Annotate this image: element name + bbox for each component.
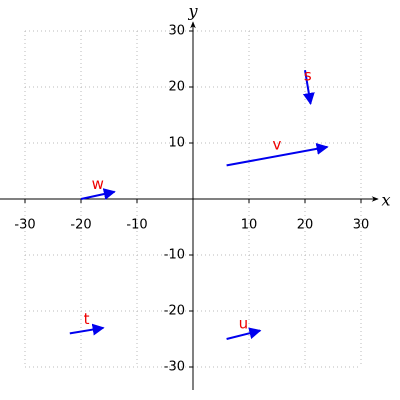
y-tick-label: -10 bbox=[164, 248, 185, 263]
vector-label: u bbox=[239, 314, 249, 332]
y-tick-label: -30 bbox=[164, 360, 185, 375]
y-tick-label: 30 bbox=[168, 24, 185, 39]
y-axis-label: y bbox=[187, 2, 198, 21]
vector-label: s bbox=[304, 67, 312, 85]
vector-arrow bbox=[80, 188, 116, 200]
y-tick-label: 20 bbox=[168, 80, 185, 95]
x-tick-label: -30 bbox=[14, 218, 35, 233]
x-tick-label: -20 bbox=[70, 218, 91, 233]
vector-arrow bbox=[302, 70, 315, 105]
vector-label: t bbox=[84, 310, 90, 328]
x-tick-label: -10 bbox=[126, 218, 147, 233]
vector-arrow bbox=[69, 323, 105, 336]
vector-label: v bbox=[273, 136, 282, 154]
x-tick-label: 20 bbox=[297, 218, 314, 233]
x-tick-label: 10 bbox=[241, 218, 258, 233]
y-tick-label: -20 bbox=[164, 304, 185, 319]
y-tick-label: 10 bbox=[168, 136, 185, 151]
x-axis-label: x bbox=[381, 191, 390, 210]
vector-arrow bbox=[226, 142, 329, 167]
vector-label: w bbox=[92, 175, 104, 193]
x-tick-label: 30 bbox=[353, 218, 370, 233]
vector-arrow bbox=[226, 327, 262, 340]
